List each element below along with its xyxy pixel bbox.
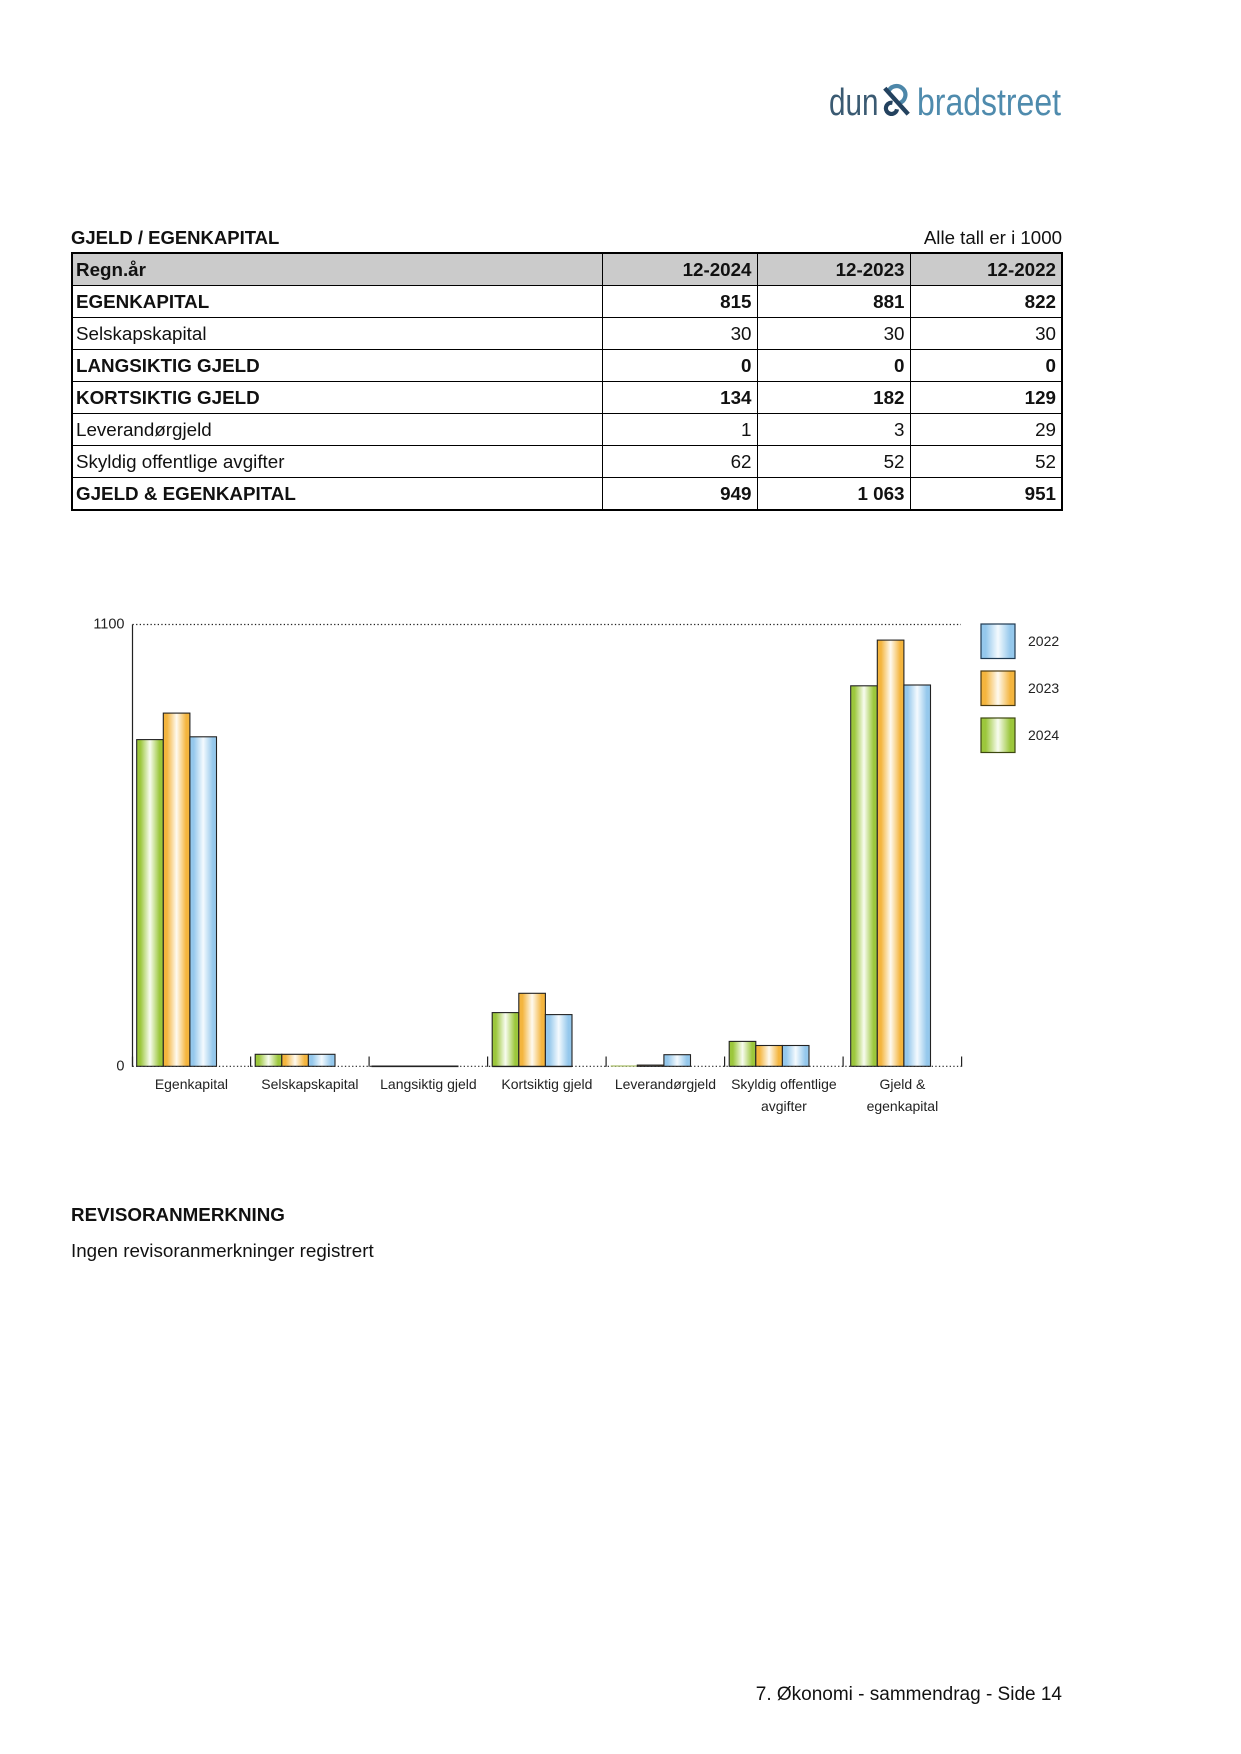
svg-text:2022: 2022 xyxy=(1028,633,1059,649)
svg-text:Langsiktig gjeld: Langsiktig gjeld xyxy=(380,1076,477,1092)
svg-text:Egenkapital: Egenkapital xyxy=(155,1076,228,1092)
svg-text:Kortsiktig gjeld: Kortsiktig gjeld xyxy=(501,1076,592,1092)
svg-text:1100: 1100 xyxy=(93,617,124,633)
svg-text:2023: 2023 xyxy=(1028,680,1059,696)
svg-text:egenkapital: egenkapital xyxy=(867,1098,939,1114)
svg-text:Skyldig offentlige: Skyldig offentlige xyxy=(731,1076,837,1092)
svg-text:Selskapskapital: Selskapskapital xyxy=(261,1076,358,1092)
svg-text:dun: dun xyxy=(829,82,879,124)
svg-text:Gjeld &: Gjeld & xyxy=(879,1076,926,1092)
svg-text:avgifter: avgifter xyxy=(761,1098,807,1114)
svg-text:2024: 2024 xyxy=(1028,727,1059,743)
svg-text:0: 0 xyxy=(116,1059,124,1075)
svg-text:bradstreet: bradstreet xyxy=(917,82,1061,124)
svg-text:Leverandørgjeld: Leverandørgjeld xyxy=(615,1076,716,1092)
